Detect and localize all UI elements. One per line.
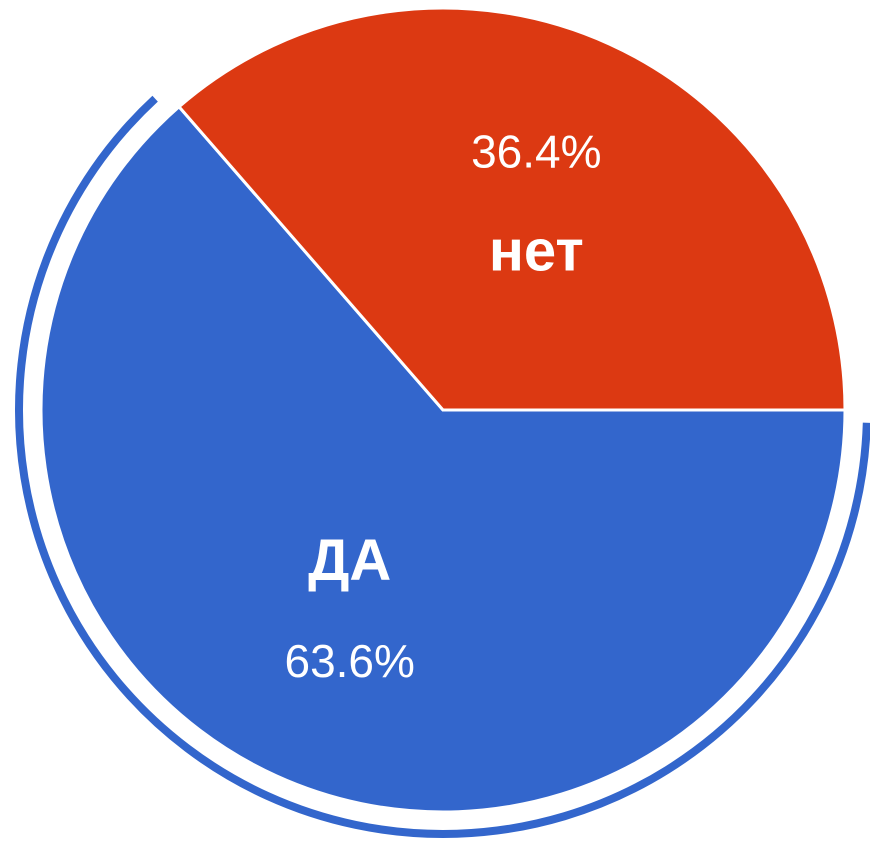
slice-label: нет <box>489 218 584 283</box>
pie-slice <box>39 104 847 814</box>
slice-highlight <box>15 95 870 838</box>
pie-slice <box>176 6 847 412</box>
slice-label: ДА <box>308 528 391 593</box>
slice-percent: 63.6% <box>284 635 414 687</box>
slice-percent: 36.4% <box>471 125 601 177</box>
